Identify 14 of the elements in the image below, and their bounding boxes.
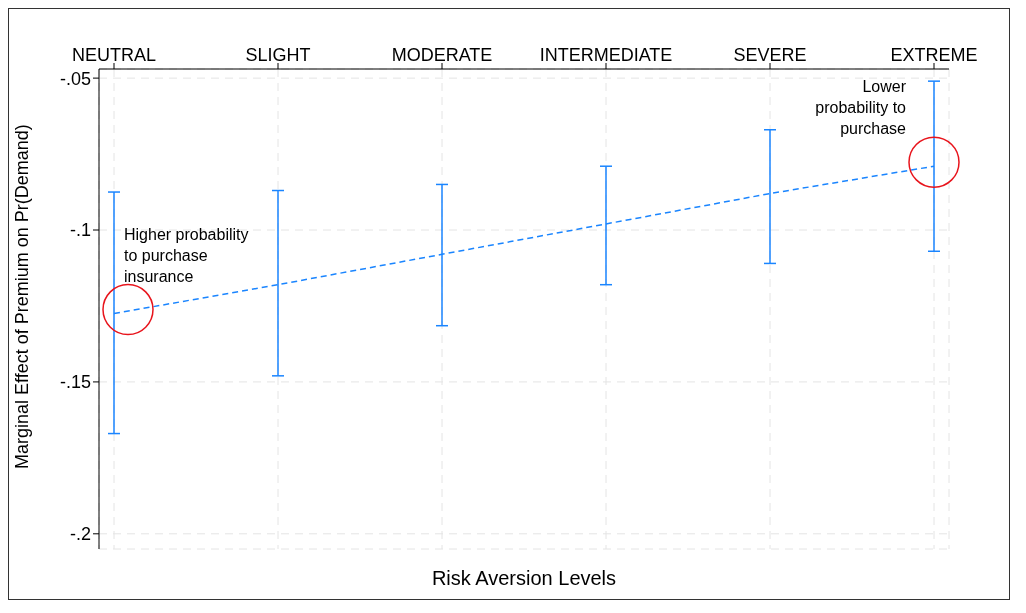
y-axis-title: Marginal Effect of Premium on Pr(Demand) [12,124,33,469]
y-tick-label: -.05 [59,68,91,89]
y-tick-label: -.1 [69,220,91,241]
y-tick-label: -.15 [59,372,91,393]
annotation: Lower probability to purchase [815,78,907,138]
x-tick-label: SLIGHT [245,45,311,65]
x-axis-title: Risk Aversion Levels [431,567,617,589]
x-tick-label: INTERMEDIATE [539,45,673,65]
x-tick-label: MODERATE [391,45,493,65]
x-tick-label: SEVERE [733,45,807,65]
y-tick-label: -.2 [69,524,91,545]
x-tick-label: EXTREME [890,45,978,65]
annotation: Higher probability to purchase insurance [124,225,249,285]
x-tick-label: NEUTRAL [71,45,157,65]
